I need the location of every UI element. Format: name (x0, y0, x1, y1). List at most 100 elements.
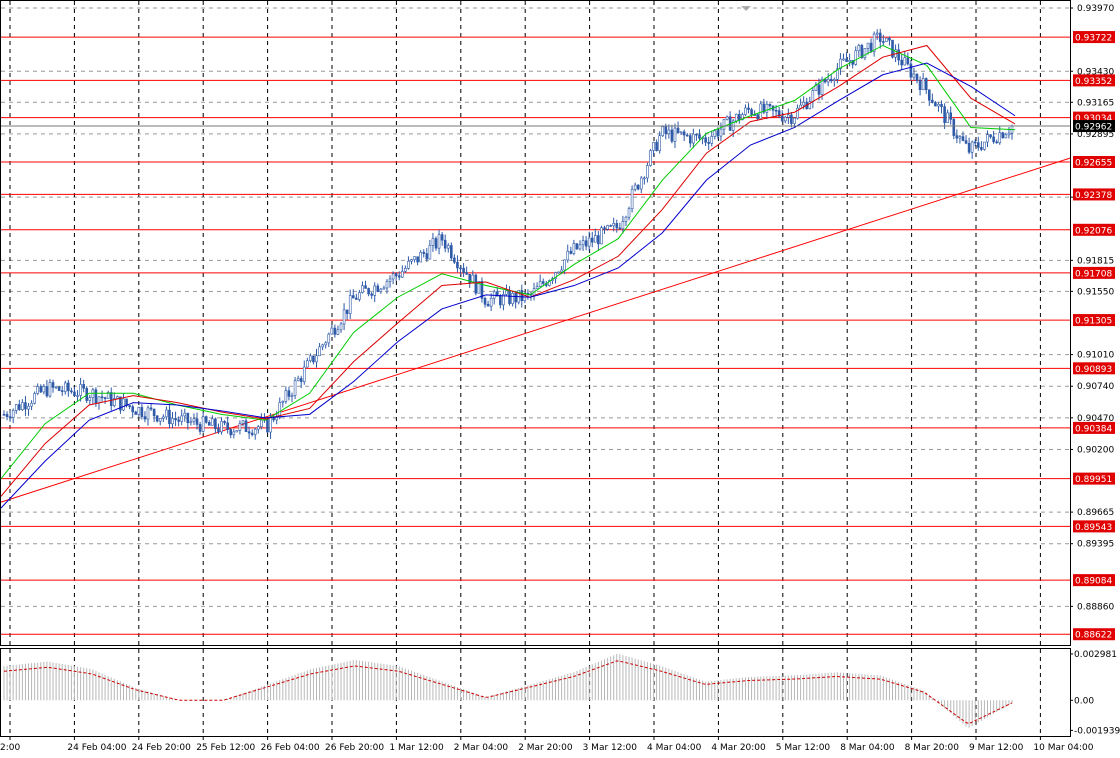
candle-body (400, 271, 404, 278)
oscillator-frame (0, 648, 1071, 737)
candle-body (863, 48, 867, 59)
candle-body (168, 409, 171, 425)
candle-body (416, 256, 419, 263)
candle-body (557, 271, 560, 274)
candle-body (698, 134, 701, 139)
candle-body (379, 288, 383, 292)
candle-body (854, 50, 858, 65)
candle-body (937, 103, 940, 107)
candle-body (964, 140, 968, 144)
candle-body (244, 420, 248, 432)
candle-body (134, 411, 138, 415)
moving-average-line (0, 62, 1016, 509)
candle-body (63, 382, 67, 392)
candle-body (33, 393, 36, 404)
candle-body (137, 407, 141, 415)
candle-body (453, 257, 456, 263)
candle-body (572, 243, 576, 254)
candle-body (446, 245, 450, 249)
candle-body (119, 396, 122, 411)
candle-body (229, 429, 233, 436)
price-level-label: 0.91305 (1075, 317, 1112, 327)
candle-body (777, 110, 781, 117)
price-level-label-bg (1073, 421, 1115, 434)
candle-body (900, 59, 904, 66)
time-axis-label: 4 Mar 04:00 (647, 743, 702, 753)
candle-body (116, 396, 119, 399)
candle-body (42, 386, 46, 393)
time-axis-label: 5 Mar 12:00 (776, 743, 831, 753)
support-trendline[interactable] (0, 157, 1071, 503)
candle-body (909, 63, 913, 78)
candle-body (643, 177, 646, 180)
candle-body (287, 390, 291, 397)
moving-average-line (0, 44, 1016, 480)
candle-body (345, 309, 349, 314)
candle-body (759, 103, 763, 120)
candle-body (351, 295, 355, 299)
candle-body (1004, 134, 1008, 139)
candle-body (560, 269, 563, 273)
candle-body (431, 238, 435, 246)
candle-body (931, 99, 934, 103)
candle-body (45, 386, 49, 397)
candle-body (11, 410, 15, 418)
candle-body (783, 116, 787, 122)
candle-body (817, 84, 821, 95)
candle-body (235, 430, 239, 433)
candle-body (339, 323, 343, 331)
candle-body (808, 101, 812, 109)
candle-body (302, 366, 306, 382)
candle-body (842, 58, 845, 61)
candle-body (633, 184, 637, 190)
candle-body (397, 275, 401, 278)
candle-body (306, 360, 309, 368)
candle-body (36, 386, 40, 394)
candle-body (394, 273, 398, 276)
candle-body (269, 416, 272, 433)
candle-body (866, 42, 870, 49)
candle-body (27, 405, 30, 410)
price-level-label-bg (1073, 472, 1115, 485)
candle-body (688, 135, 692, 144)
candle-body (581, 240, 585, 246)
candle-body (183, 412, 187, 417)
candle-body (422, 252, 426, 254)
candle-body (704, 137, 707, 143)
price-level-label-bg (1073, 156, 1115, 168)
candle-body (820, 78, 824, 95)
candle-body (499, 295, 502, 306)
candle-body (802, 101, 805, 106)
candle-body (260, 419, 263, 427)
candle-body (364, 285, 367, 289)
candle-body (315, 355, 318, 363)
price-axis-label: 0.89395 (1077, 540, 1114, 550)
candle-body (514, 292, 517, 303)
candle-body (796, 107, 799, 119)
candle-body (679, 131, 683, 134)
candle-body (505, 290, 508, 295)
candle-body (603, 227, 606, 230)
candle-body (832, 79, 836, 81)
candle-body (483, 298, 487, 305)
candle-body (878, 32, 882, 42)
candle-body (826, 78, 830, 83)
candle-body (584, 240, 588, 247)
candle-body (348, 295, 352, 314)
oscillator-axis-label: -0.001939 (1074, 726, 1120, 736)
candle-body (388, 278, 392, 282)
price-level-label: 0.89084 (1075, 577, 1112, 587)
candle-body (566, 250, 570, 261)
candle-body (296, 378, 300, 382)
candle-body (692, 133, 695, 144)
candle-body (312, 355, 315, 363)
candle-body (734, 113, 738, 122)
candle-body (290, 395, 294, 397)
price-level-label-bg (1073, 74, 1115, 87)
candle-body (885, 37, 888, 42)
candle-body (51, 382, 55, 388)
candle-body (324, 342, 328, 346)
price-level-label: 0.90893 (1075, 365, 1112, 375)
candle-body (664, 126, 668, 135)
